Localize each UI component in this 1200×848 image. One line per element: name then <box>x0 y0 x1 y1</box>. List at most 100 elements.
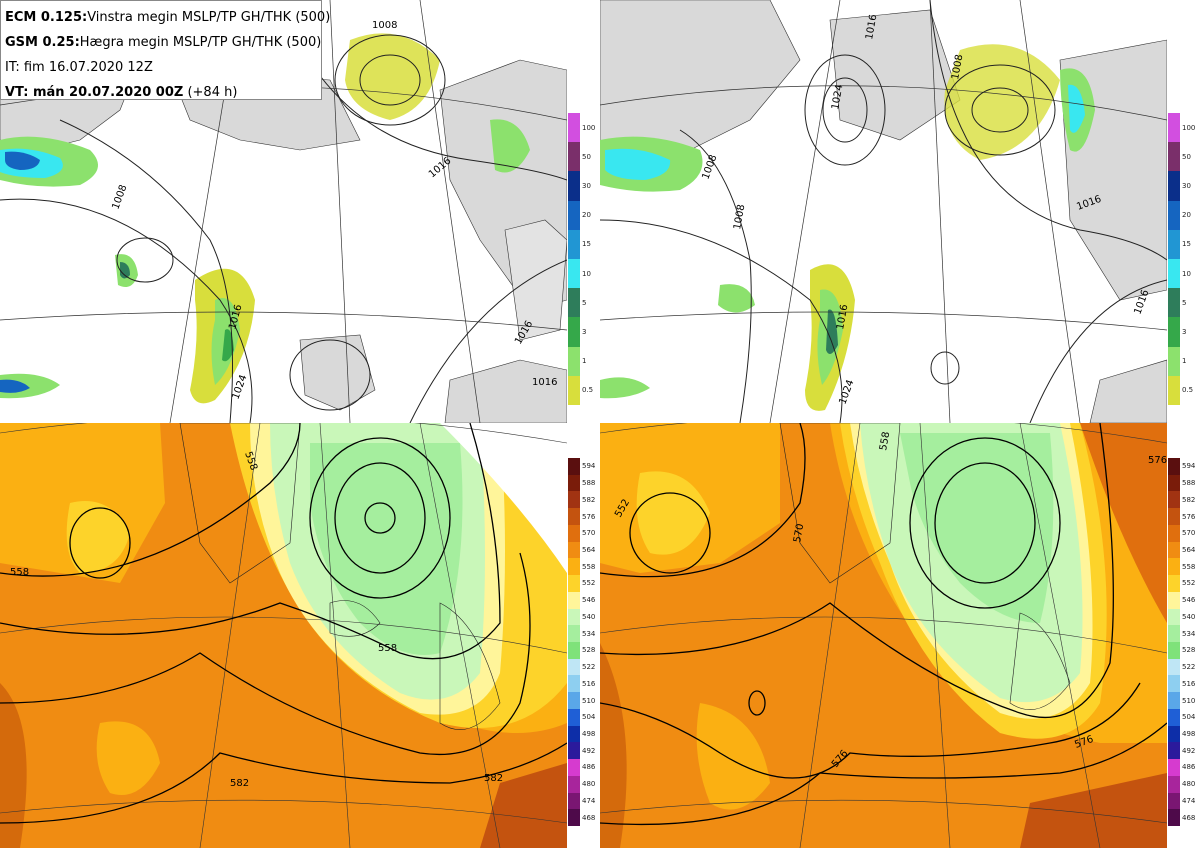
forecast-hour: (+84 h) <box>183 85 238 100</box>
colorbar-label: 480 <box>1182 780 1196 789</box>
colorbar-swatch <box>1168 608 1180 626</box>
colorbar-swatch <box>1168 675 1180 693</box>
colorbar-label: 522 <box>582 663 596 672</box>
contour-label: 570 <box>792 523 806 544</box>
colorbar-swatch <box>568 491 580 509</box>
colorbar-swatch <box>1168 541 1180 559</box>
colorbar-swatch <box>1168 229 1180 259</box>
model-info-box: ECM 0.125:Vinstra megin MSLP/TP GH/THK (… <box>0 0 330 100</box>
contour-label: 576 <box>1148 455 1167 466</box>
ecm-thickness-map-canvas: 558 558 558 582 582 <box>0 423 567 848</box>
thickness-colorbar-right: 594 588 582 576 570 564 558 552 546 540 534 528 522 5… <box>1168 458 1200 826</box>
colorbar-swatch <box>568 524 580 542</box>
colorbar-label: 492 <box>582 746 596 755</box>
gsm-thickness-map: 552 558 570 576 576 576 <box>600 423 1167 848</box>
isobar-label: 1024 <box>830 84 845 111</box>
colorbar-swatch <box>568 675 580 693</box>
colorbar-label: 50 <box>1182 152 1191 161</box>
colorbar-label: 10 <box>582 269 591 278</box>
colorbar-swatch <box>1168 708 1180 726</box>
colorbar-swatch <box>1168 759 1180 776</box>
colorbar-label: 0.5 <box>1182 386 1194 395</box>
colorbar-label: 594 <box>582 462 596 471</box>
colorbar-swatch <box>568 625 580 642</box>
colorbar-label: 582 <box>582 495 596 504</box>
colorbar-label: 552 <box>1182 579 1196 588</box>
colorbar-label: 582 <box>1182 495 1196 504</box>
colorbar-label: 588 <box>1182 479 1196 488</box>
colorbar-swatch <box>568 346 580 376</box>
colorbar-label: 474 <box>582 796 596 805</box>
thickness-colorbar-left: 594 588 582 576 570 564 558 552 546 540 534 528 522 5… <box>568 458 602 826</box>
colorbar-swatch <box>568 725 580 743</box>
colorbar-label: 594 <box>1182 462 1196 471</box>
colorbar-label: 558 <box>1182 562 1196 571</box>
contour-label: 582 <box>484 773 503 784</box>
colorbar-label: 480 <box>582 780 596 789</box>
colorbar-label: 522 <box>1182 663 1196 672</box>
colorbar-label: 498 <box>582 730 596 738</box>
colorbar-label: 546 <box>1182 596 1196 605</box>
colorbar-label: 510 <box>1182 696 1196 705</box>
colorbar-label: 100 <box>582 123 596 132</box>
colorbar-label: 540 <box>1182 612 1196 621</box>
colorbar-swatch <box>568 229 580 259</box>
valid-time: VT: mán 20.07.2020 00Z <box>5 85 184 100</box>
ecm-description: Vinstra megin MSLP/TP GH/THK (500) <box>87 10 331 25</box>
isobar-label: 1008 <box>372 20 397 31</box>
colorbar-label: 486 <box>1182 763 1196 772</box>
colorbar-swatch <box>1168 142 1180 172</box>
colorbar-swatch <box>568 809 580 826</box>
colorbar-swatch <box>568 259 580 289</box>
colorbar-swatch <box>1168 474 1180 492</box>
colorbar-label: 516 <box>1182 679 1196 688</box>
colorbar-swatch <box>568 658 580 676</box>
colorbar-swatch <box>568 458 580 475</box>
colorbar-label: 0.5 <box>582 386 594 395</box>
colorbar-swatch <box>568 642 580 659</box>
colorbar-label: 30 <box>582 182 591 190</box>
colorbar-swatch <box>1168 458 1180 475</box>
colorbar-swatch <box>568 708 580 726</box>
isobar-label: 1016 <box>835 304 850 331</box>
gsm-mslp-precip-map: 1016 1024 1008 1008 1008 1016 1016 1016 … <box>600 0 1167 423</box>
colorbar-swatch <box>568 608 580 626</box>
colorbar-swatch <box>568 792 580 810</box>
colorbar-swatch <box>1168 809 1180 826</box>
colorbar-swatch <box>1168 575 1180 592</box>
colorbar-swatch <box>568 742 580 760</box>
colorbar-label: 534 <box>582 629 596 638</box>
isobar-label: 1008 <box>950 54 965 81</box>
colorbar-label: 504 <box>1182 713 1196 722</box>
colorbar-label: 528 <box>582 646 596 655</box>
colorbar-swatch <box>568 558 580 576</box>
colorbar-swatch <box>568 200 580 230</box>
isobar-label: 1016 <box>532 377 557 388</box>
colorbar-swatch <box>1168 725 1180 743</box>
colorbar-swatch <box>1168 113 1180 143</box>
ecm-model-name: ECM 0.125: <box>5 10 88 25</box>
colorbar-label: 486 <box>582 763 596 772</box>
colorbar-label: 20 <box>582 211 591 220</box>
colorbar-label: 534 <box>1182 629 1196 638</box>
valid-time-line: VT: mán 20.07.2020 00Z (+84 h) <box>5 80 317 105</box>
gsm-line: GSM 0.25:Hægra megin MSLP/TP GH/THK (500… <box>5 30 321 55</box>
colorbar-label: 5 <box>1182 298 1187 307</box>
colorbar-swatch <box>568 508 580 525</box>
isobar-label: 1008 <box>732 204 747 231</box>
colorbar-label: 50 <box>582 152 591 161</box>
colorbar-swatch <box>568 591 580 609</box>
precip-colorbar-left: 100 50 30 20 15 10 5 3 1 0.5 <box>568 113 602 405</box>
colorbar-label: 570 <box>582 529 596 538</box>
colorbar-swatch <box>1168 524 1180 542</box>
colorbar-swatch <box>1168 591 1180 609</box>
colorbar-label: 510 <box>582 696 596 705</box>
colorbar-swatch <box>568 692 580 709</box>
colorbar-swatch <box>568 288 580 318</box>
gsm-thickness-map-canvas: 552 558 570 576 576 576 <box>600 423 1167 848</box>
colorbar-label: 15 <box>582 240 591 249</box>
colorbar-swatch <box>1168 658 1180 676</box>
colorbar-label: 3 <box>1182 328 1187 336</box>
colorbar-swatch <box>568 575 580 592</box>
colorbar-label: 100 <box>1182 123 1196 132</box>
